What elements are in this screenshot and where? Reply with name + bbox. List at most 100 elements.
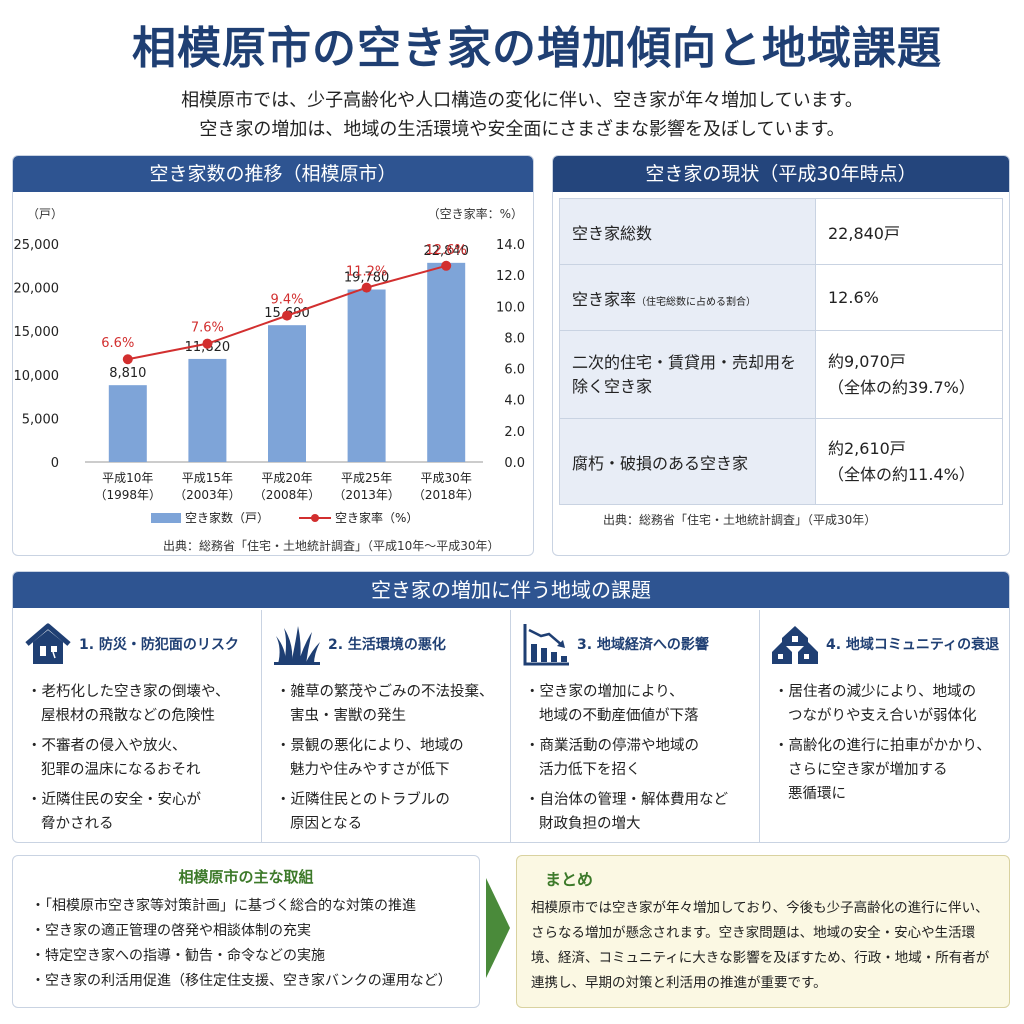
rate-data-label: 9.4% [270, 293, 303, 308]
intro-line-2: 空き家の増加は、地域の生活環境や安全面にさまざまな影響を及ぼしています。 [199, 119, 845, 140]
rate-point [441, 260, 452, 271]
rate-point [361, 282, 372, 293]
x-tick-label: 平成15年 [182, 471, 233, 485]
y-right-tick-label: 8.0 [504, 331, 525, 346]
list-item: ・特定空き家への指導・勧告・命令などの実施 [31, 948, 325, 964]
status-row: 腐朽・破損のある空き家 約2,610戸 （全体の約11.4%） [559, 418, 1003, 505]
status-value: 約9,070戸 （全体の約39.7%） [815, 330, 1003, 419]
bar-data-label: 8,810 [109, 366, 146, 381]
issues-panel-header: 空き家の増加に伴う地域の課題 [13, 572, 1009, 608]
list-item: ・居住者の減少により、地域の つながりや支え合いが弱体化 [774, 684, 977, 724]
decline-chart-icon [523, 624, 569, 666]
y-right-tick-label: 14.0 [496, 238, 525, 253]
list-item: ・雑草の繁茂やごみの不法投棄、 害虫・害獣の発生 [276, 684, 494, 724]
issue-card: 2. 生活環境の悪化 ・雑草の繁茂やごみの不法投棄、 害虫・害獣の発生 ・景観の… [262, 610, 511, 842]
status-row: 空き家総数 22,840戸 [559, 198, 1003, 265]
rate-data-label: 7.6% [191, 321, 224, 336]
issue-card: 3. 地域経済への影響 ・空き家の増加により、 地域の不動産価値が下落 ・商業活… [511, 610, 760, 842]
status-table: 空き家総数 22,840戸 空き家率（住宅総数に占める割合） 12.6% 二次的… [559, 198, 1003, 505]
issue-title: 3. 地域経済への影響 [577, 637, 709, 653]
x-tick-label: （1998年） [95, 488, 162, 502]
y-right-tick-label: 6.0 [504, 363, 525, 378]
measures-panel: 相模原市の主な取組 ・「相模原市空き家等対策計画」に基づく総合的な対策の推進 ・… [12, 855, 480, 1008]
bar [268, 325, 306, 462]
measures-title: 相模原市の主な取組 [178, 868, 314, 886]
y-right-tick-label: 10.0 [496, 300, 525, 315]
y-left-tick-label: 5,000 [22, 412, 59, 427]
legend-swatch-point [311, 514, 319, 522]
legend-label: 空き家数（戸） [185, 510, 269, 525]
rate-point [122, 354, 133, 365]
issue-title: 1. 防災・防犯面のリスク [79, 637, 239, 653]
y-left-tick-label: 10,000 [14, 369, 60, 384]
x-tick-label: （2013年） [333, 488, 400, 502]
bar [188, 358, 227, 462]
list-item: ・近隣住民とのトラブルの 原因となる [276, 792, 450, 832]
issue-points: ・雑草の繁茂やごみの不法投棄、 害虫・害獣の発生 ・景観の悪化により、地域の 魅… [276, 680, 494, 842]
y-left-unit: （戸） [27, 207, 63, 221]
status-panel-header: 空き家の現状（平成30年時点） [553, 156, 1009, 192]
bar [108, 385, 147, 462]
list-item: ・景観の悪化により、地域の 魅力や住みやすさが低下 [276, 738, 464, 778]
y-left-tick-label: 15,000 [14, 325, 60, 340]
chart-source-note: 出典：総務省「住宅・土地統計調査」（平成10年～平成30年） [163, 539, 500, 553]
bar-data-label: 19,780 [344, 271, 390, 286]
list-item: ・高齢化の進行に拍車がかかり、 さらに空き家が増加する 悪循環に [774, 738, 991, 802]
list-item: ・不審者の侵入や放火、 犯罪の温床になるおそれ [27, 738, 201, 778]
status-value: 約2,610戸 （全体の約11.4%） [815, 418, 1003, 505]
house-risk-icon [25, 623, 71, 664]
issue-card: 4. 地域コミュニティの衰退 ・居住者の減少により、地域の つながりや支え合いが… [760, 610, 1009, 842]
bar [347, 289, 386, 462]
y-right-unit: （空き家率：%） [428, 206, 523, 221]
list-item: ・「相模原市空き家等対策計画」に基づく総合的な対策の推進 [31, 898, 416, 914]
issue-title: 2. 生活環境の悪化 [328, 637, 446, 653]
list-item: ・自治体の管理・解体費用など 財政負担の増大 [525, 792, 728, 832]
status-label: 二次的住宅・賃貸用・売却用を除く空き家 [559, 330, 816, 419]
intro-text: 相模原市では、少子高齢化や人口構造の変化に伴い、空き家が年々増加しています。 空… [0, 86, 1024, 144]
status-label: 腐朽・破損のある空き家 [559, 418, 816, 505]
status-value: 22,840戸 [815, 198, 1003, 265]
measures-list: ・「相模原市空き家等対策計画」に基づく総合的な対策の推進 ・空き家の適正管理の啓… [31, 894, 452, 994]
bar-data-label: 22,840 [423, 244, 469, 259]
list-item: ・空き家の利活用促進（移住定住支援、空き家バンクの運用など） [31, 973, 452, 989]
summary-title: まとめ [545, 870, 594, 889]
x-tick-label: 平成30年 [421, 471, 472, 485]
status-row: 二次的住宅・賃貸用・売却用を除く空き家 約9,070戸 （全体の約39.7%） [559, 330, 1003, 419]
y-right-tick-label: 4.0 [504, 394, 525, 409]
list-item: ・老朽化した空き家の倒壊や、 屋根材の飛散などの危険性 [27, 684, 230, 724]
rate-point [282, 310, 292, 321]
status-label: 空き家総数 [559, 198, 816, 265]
x-tick-label: 平成10年 [102, 471, 153, 485]
chevron-right-icon [486, 878, 510, 978]
page-title: 相模原市の空き家の増加傾向と地域課題 [132, 23, 942, 74]
x-tick-label: 平成20年 [261, 471, 312, 485]
y-right-tick-label: 2.0 [504, 425, 525, 440]
status-panel: 空き家の現状（平成30年時点） 空き家総数 22,840戸 空き家率（住宅総数に… [552, 155, 1010, 556]
x-tick-label: （2008年） [254, 488, 321, 502]
legend-label: 空き家率（%） [335, 510, 418, 525]
y-left-tick-label: 20,000 [14, 282, 60, 297]
community-houses-icon [772, 626, 818, 664]
status-source-note: 出典：総務省「住宅・土地統計調査」（平成30年） [603, 513, 877, 527]
issues-panel: 空き家の増加に伴う地域の課題 1. 防災・防犯面のリスク ・老朽化した空き家の倒… [12, 571, 1010, 843]
y-left-tick-label: 0 [51, 456, 59, 471]
x-tick-label: （2003年） [174, 488, 241, 502]
x-tick-label: 平成25年 [341, 471, 392, 485]
list-item: ・近隣住民の安全・安心が 脅かされる [27, 792, 201, 832]
issue-points: ・居住者の減少により、地域の つながりや支え合いが弱体化 ・高齢化の進行に拍車が… [774, 680, 991, 812]
rate-data-label: 11.2% [346, 265, 387, 280]
rate-data-label: 6.6% [101, 336, 134, 351]
intro-line-1: 相模原市では、少子高齢化や人口構造の変化に伴い、空き家が年々増加しています。 [181, 90, 863, 111]
chart-panel: 空き家数の推移（相模原市） （戸） （空き家率：%） 0 5,000 10,000 15,… [12, 155, 534, 556]
issue-points: ・空き家の増加により、 地域の不動産価値が下落 ・商業活動の停滞や地域の 活力低… [525, 680, 728, 842]
issue-card: 1. 防災・防犯面のリスク ・老朽化した空き家の倒壊や、 屋根材の飛散などの危険… [13, 610, 262, 842]
issue-points: ・老朽化した空き家の倒壊や、 屋根材の飛散などの危険性 ・不審者の侵入や放火、 … [27, 680, 230, 842]
rate-data-label: 12.6% [426, 243, 467, 258]
list-item: ・商業活動の停滞や地域の 活力低下を招く [525, 738, 699, 778]
issue-title: 4. 地域コミュニティの衰退 [826, 637, 1000, 653]
summary-panel: まとめ 相模原市では空き家が年々増加しており、今後も少子高齢化の進行に伴い、さら… [516, 855, 1010, 1008]
vacancy-chart: （戸） （空き家率：%） 0 5,000 10,000 15,000 20,000 25,00… [14, 206, 526, 525]
y-right-tick-label: 0.0 [504, 456, 525, 471]
status-value: 12.6% [815, 264, 1003, 331]
y-right-tick-label: 12.0 [496, 269, 525, 284]
